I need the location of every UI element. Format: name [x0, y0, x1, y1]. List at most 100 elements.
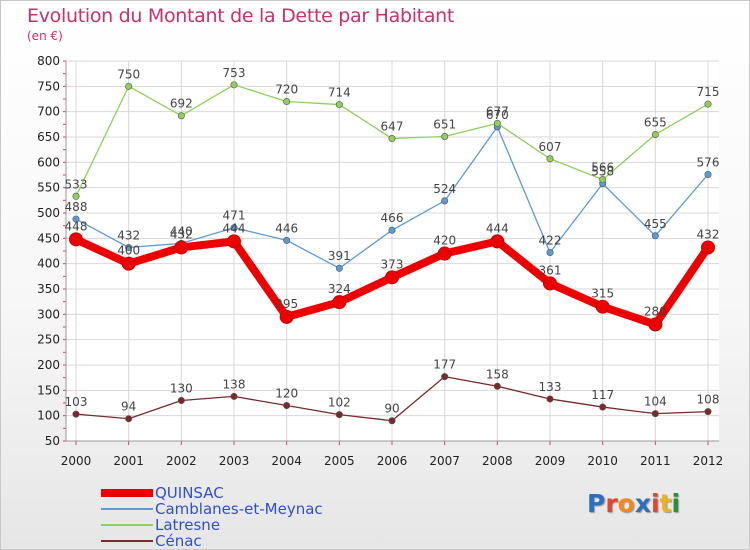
x-tick-label: 2008	[482, 454, 513, 468]
data-label-camblanes-et-meynac: 670	[486, 108, 509, 122]
data-point-quinsac	[701, 240, 715, 255]
data-label-camblanes-et-meynac: 576	[697, 155, 720, 169]
x-tick-label: 2006	[377, 454, 408, 468]
data-point-camblanes-et-meynac	[125, 243, 133, 251]
y-tick-label: 50	[45, 434, 60, 448]
y-tick-label: 100	[37, 409, 60, 423]
data-label-quinsac: 315	[591, 287, 614, 301]
data-label-cenac: 108	[697, 393, 720, 407]
data-point-latresne	[599, 176, 607, 184]
data-label-quinsac: 420	[433, 234, 456, 248]
data-label-cenac: 103	[65, 395, 88, 409]
data-label-camblanes-et-meynac: 432	[117, 228, 140, 242]
data-label-quinsac: 295	[275, 297, 298, 311]
y-tick-label: 400	[37, 257, 60, 271]
x-tick-label: 2005	[324, 454, 355, 468]
data-label-camblanes-et-meynac: 466	[381, 211, 404, 225]
data-label-camblanes-et-meynac: 524	[433, 182, 456, 196]
data-point-camblanes-et-meynac	[441, 197, 449, 205]
data-point-cenac	[651, 410, 659, 418]
data-label-cenac: 133	[539, 380, 562, 394]
data-point-camblanes-et-meynac	[283, 236, 291, 244]
data-label-cenac: 104	[644, 395, 667, 409]
y-tick-label: 250	[37, 333, 60, 347]
data-point-camblanes-et-meynac	[704, 170, 712, 178]
data-label-latresne: 566	[591, 161, 614, 175]
data-point-quinsac	[648, 317, 663, 332]
data-point-camblanes-et-meynac	[651, 232, 659, 240]
x-tick-label: 2012	[693, 454, 724, 468]
data-label-quinsac: 373	[381, 257, 404, 271]
chart-title: Evolution du Montant de la Dette par Hab…	[27, 5, 455, 27]
data-point-quinsac	[490, 234, 505, 249]
y-tick-label: 450	[37, 231, 60, 245]
data-point-camblanes-et-meynac	[335, 264, 343, 272]
y-tick-label: 300	[37, 307, 60, 321]
data-point-cenac	[72, 410, 80, 418]
y-tick-label: 750	[37, 79, 60, 93]
data-point-quinsac	[385, 270, 399, 285]
data-label-latresne: 753	[223, 66, 246, 80]
data-point-camblanes-et-meynac	[230, 224, 238, 232]
y-tick-label: 700	[37, 105, 60, 119]
legend-label: Camblanes-et-Meynac	[155, 500, 323, 518]
data-point-latresne	[335, 101, 343, 109]
data-label-latresne: 651	[433, 117, 456, 131]
data-label-cenac: 117	[591, 388, 614, 402]
data-point-quinsac	[543, 276, 557, 291]
data-label-latresne: 692	[170, 97, 193, 111]
data-label-latresne: 655	[644, 115, 667, 129]
y-tick-label: 800	[37, 54, 60, 68]
data-point-latresne	[441, 132, 449, 140]
y-tick-label: 150	[37, 383, 60, 397]
y-tick-label: 600	[37, 155, 60, 169]
data-point-cenac	[125, 415, 133, 423]
y-tick-label: 550	[37, 181, 60, 195]
data-label-quinsac: 280	[644, 304, 667, 318]
legend-swatch	[101, 540, 153, 542]
data-label-quinsac: 324	[328, 282, 351, 296]
data-point-quinsac	[69, 232, 83, 247]
data-point-camblanes-et-meynac	[546, 249, 554, 257]
legend-label: Latresne	[155, 516, 221, 534]
data-label-camblanes-et-meynac: 471	[223, 209, 246, 223]
data-label-cenac: 130	[170, 381, 193, 395]
data-label-cenac: 158	[486, 367, 509, 381]
data-label-quinsac: 444	[223, 221, 246, 235]
data-point-cenac	[230, 392, 238, 400]
data-label-cenac: 138	[223, 377, 246, 391]
data-label-camblanes-et-meynac: 558	[591, 165, 614, 179]
data-point-cenac	[388, 417, 396, 425]
x-tick-label: 2001	[113, 454, 144, 468]
data-point-latresne	[651, 130, 659, 138]
data-label-latresne: 750	[117, 67, 140, 81]
legend-swatch	[101, 508, 153, 510]
data-point-camblanes-et-meynac	[72, 215, 80, 223]
legend-label: QUINSAC	[155, 484, 224, 502]
data-label-latresne: 647	[381, 120, 404, 134]
data-point-quinsac	[437, 246, 452, 261]
data-label-latresne: 720	[275, 83, 298, 97]
data-point-latresne	[283, 98, 291, 106]
legend-swatch	[101, 524, 153, 526]
data-point-cenac	[704, 408, 712, 416]
legend-swatch	[101, 489, 153, 497]
y-tick-label: 650	[37, 130, 60, 144]
data-label-camblanes-et-meynac: 422	[539, 234, 562, 248]
data-label-latresne: 715	[697, 85, 720, 99]
data-point-quinsac	[595, 299, 610, 314]
data-label-camblanes-et-meynac: 440	[170, 224, 193, 238]
data-label-cenac: 120	[275, 387, 298, 401]
x-tick-label: 2004	[271, 454, 302, 468]
data-label-latresne: 714	[328, 86, 351, 100]
data-label-camblanes-et-meynac: 455	[644, 217, 667, 231]
data-point-cenac	[283, 402, 291, 410]
data-label-cenac: 102	[328, 396, 351, 410]
data-point-quinsac	[174, 240, 189, 255]
data-point-quinsac	[279, 309, 294, 324]
legend-label: Cénac	[155, 532, 202, 550]
data-point-quinsac	[227, 234, 241, 249]
data-label-quinsac: 444	[486, 221, 509, 235]
data-label-cenac: 90	[384, 402, 399, 416]
